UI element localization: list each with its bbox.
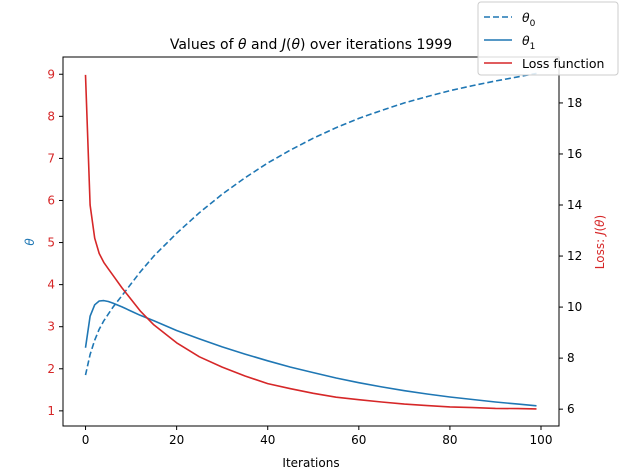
plot-area-frame bbox=[62, 56, 560, 427]
y-axis-label-right: Loss: J(θ) bbox=[593, 215, 607, 269]
y-right-tick-label: 18 bbox=[567, 96, 582, 110]
y-left-tick-label: 7 bbox=[47, 151, 55, 165]
y-axis-label-left: θ bbox=[23, 238, 37, 246]
legend-label: Loss function bbox=[522, 56, 604, 71]
y-right-tick-label: 10 bbox=[567, 300, 582, 314]
x-tick-label: 40 bbox=[260, 433, 275, 447]
y-right-tick-label: 8 bbox=[567, 351, 575, 365]
series-line-theta1 bbox=[84, 299, 537, 407]
y-left-tick-label: 4 bbox=[47, 278, 55, 292]
y-left-tick-label: 5 bbox=[47, 236, 55, 250]
y-left-tick-label: 8 bbox=[47, 109, 55, 123]
x-tick-label: 80 bbox=[442, 433, 457, 447]
y-left-tick-label: 1 bbox=[47, 404, 55, 418]
y-right-tick-label: 14 bbox=[567, 198, 582, 212]
legend: θ0​ θ1​ Loss function bbox=[477, 1, 619, 76]
legend-box bbox=[477, 1, 619, 76]
legend-label: θ0​ bbox=[522, 10, 536, 29]
x-axis-label: Iterations bbox=[282, 456, 339, 470]
y-left-tick-label: 3 bbox=[47, 320, 55, 334]
x-tick-label: 100 bbox=[530, 433, 553, 447]
x-tick-label: 60 bbox=[351, 433, 366, 447]
legend-label: θ1​ bbox=[522, 33, 535, 52]
y-right-tick-label: 12 bbox=[567, 249, 582, 263]
y-left-tick-label: 9 bbox=[47, 67, 55, 81]
chart-title: Values of θ and J(θ) over iterations 199… bbox=[170, 37, 452, 53]
x-tick-label: 0 bbox=[82, 433, 90, 447]
series-line-theta0 bbox=[84, 72, 537, 376]
x-tick-label: 20 bbox=[169, 433, 184, 447]
series-line-loss bbox=[84, 74, 537, 410]
y-left-tick-label: 2 bbox=[47, 362, 55, 376]
y-right-tick-label: 6 bbox=[567, 402, 575, 416]
y-left-tick-label: 6 bbox=[47, 193, 55, 207]
y-right-tick-label: 16 bbox=[567, 147, 582, 161]
